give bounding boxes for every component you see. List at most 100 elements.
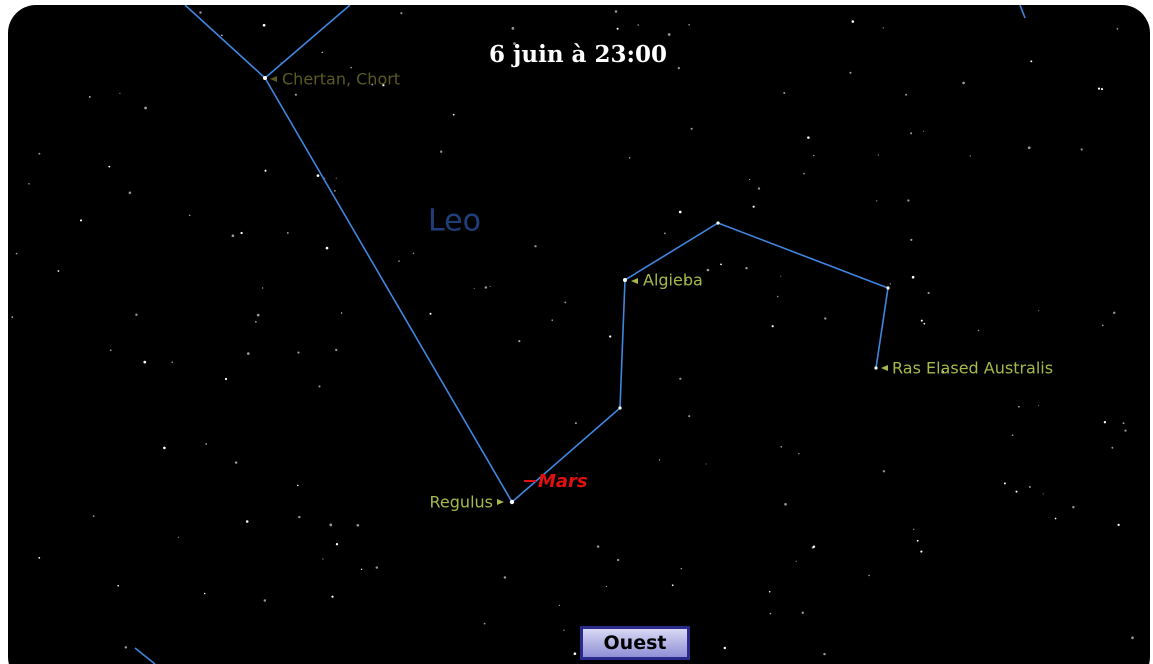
star [851,20,855,23]
star [263,599,267,602]
star [440,150,443,153]
star [882,470,886,473]
sky-background [8,5,1150,664]
star [264,169,267,172]
star [801,611,804,614]
star [618,406,622,410]
star [927,291,930,295]
pointer [881,365,888,371]
star [784,503,787,506]
star [780,446,782,448]
star [907,199,910,202]
star [1080,148,1083,151]
star [905,93,908,96]
star-label: Algieba [643,271,703,290]
star [807,136,810,139]
star [623,278,627,282]
star [609,335,612,338]
star [163,446,166,450]
star [882,27,884,29]
star [334,190,336,192]
star [11,316,14,319]
star [874,366,878,370]
star [57,270,60,272]
star [297,484,299,487]
star [705,463,707,465]
star [350,66,352,69]
star [511,27,515,30]
star [294,93,297,96]
star [513,42,516,45]
star [329,523,333,527]
star [297,351,300,354]
star [135,313,138,316]
star [382,84,385,87]
star [605,585,608,588]
star [977,329,980,332]
star [117,584,120,587]
star [199,11,202,14]
star [671,584,674,587]
leo-line [264,5,351,79]
direction-button[interactable]: Ouest [580,626,690,660]
star [483,622,486,625]
star [322,558,324,560]
star [776,295,779,298]
star [1100,88,1104,91]
planet-label: Mars [538,471,588,492]
star [614,10,618,13]
star [706,268,710,272]
star [38,152,41,155]
star [941,370,945,374]
constellation-label: Leo [428,204,481,239]
star [1113,311,1116,314]
star [911,275,915,279]
star [551,319,553,321]
star [922,130,925,132]
star [916,539,919,542]
star [375,566,378,569]
star [803,172,805,175]
pointer [631,278,638,284]
star [518,340,521,343]
constellation-lines [134,5,1026,664]
star [677,66,680,70]
star [240,231,243,235]
star [534,245,537,248]
star-label: Ras Elased Australis [892,359,1053,378]
star [798,452,800,455]
star [108,165,111,168]
star [246,352,250,355]
star [205,443,208,445]
star [889,283,891,285]
pointer [270,76,277,82]
star [298,515,301,519]
star [119,92,121,94]
star [335,177,337,179]
star [340,312,343,314]
star [868,574,870,577]
star [1028,486,1031,488]
star [188,214,191,217]
line [1019,5,1026,19]
star [876,200,878,202]
star [563,629,565,631]
star [335,543,339,546]
star [629,157,631,159]
star [1015,490,1018,493]
star [318,385,321,388]
star-label: Regulus [430,493,493,512]
star [28,183,30,185]
star [688,415,691,418]
star [1038,310,1040,312]
star [769,612,772,615]
star [910,132,913,135]
star [38,557,41,559]
star [509,499,515,505]
star [564,301,567,304]
star [912,528,915,531]
star [144,106,147,110]
star [667,33,671,36]
